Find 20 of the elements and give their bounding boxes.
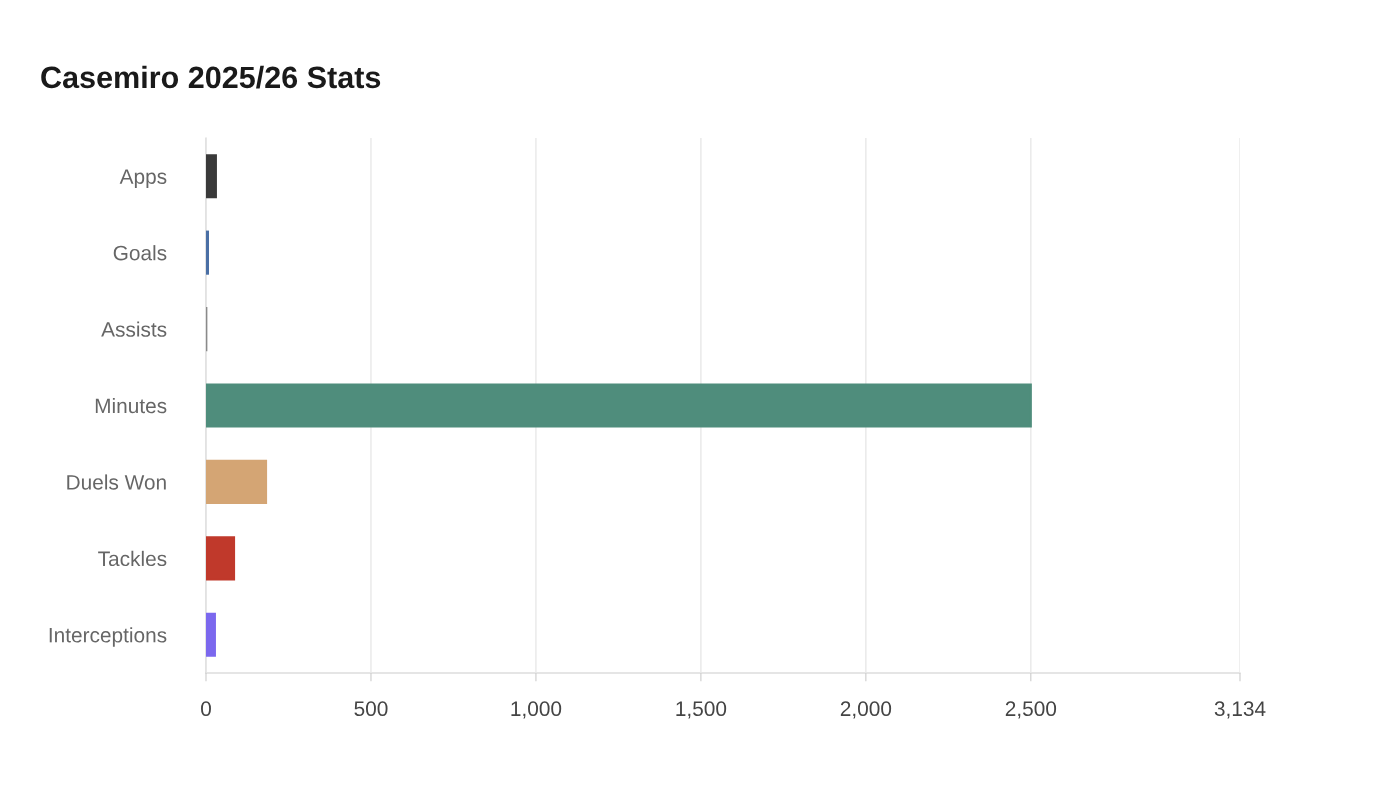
chart-title: Casemiro 2025/26 Stats: [41, 65, 381, 89]
y-tick-label: Goals: [113, 245, 167, 261]
bar: [206, 612, 216, 657]
y-tick-label: Minutes: [95, 397, 167, 414]
y-tick-label: Tackles: [98, 550, 167, 567]
y-tick-label: Interceptions: [49, 627, 167, 647]
x-tick-label: 500: [354, 701, 388, 717]
bar: [206, 383, 1032, 428]
x-tick-label: 0: [201, 701, 211, 717]
x-tick-label: 2,000: [840, 701, 892, 719]
x-tick-label: 3,134: [1214, 701, 1266, 719]
bar: [206, 459, 268, 504]
y-tick-label: Assists: [101, 321, 167, 337]
bar: [206, 536, 236, 581]
bar: [206, 154, 217, 199]
x-tick-label: 2,500: [1005, 701, 1057, 719]
y-tick-label: Duels Won: [67, 474, 166, 490]
y-tick-label: Apps: [119, 169, 167, 189]
x-tick-label: 1,000: [511, 701, 562, 719]
x-tick-label: 1,500: [676, 701, 727, 719]
